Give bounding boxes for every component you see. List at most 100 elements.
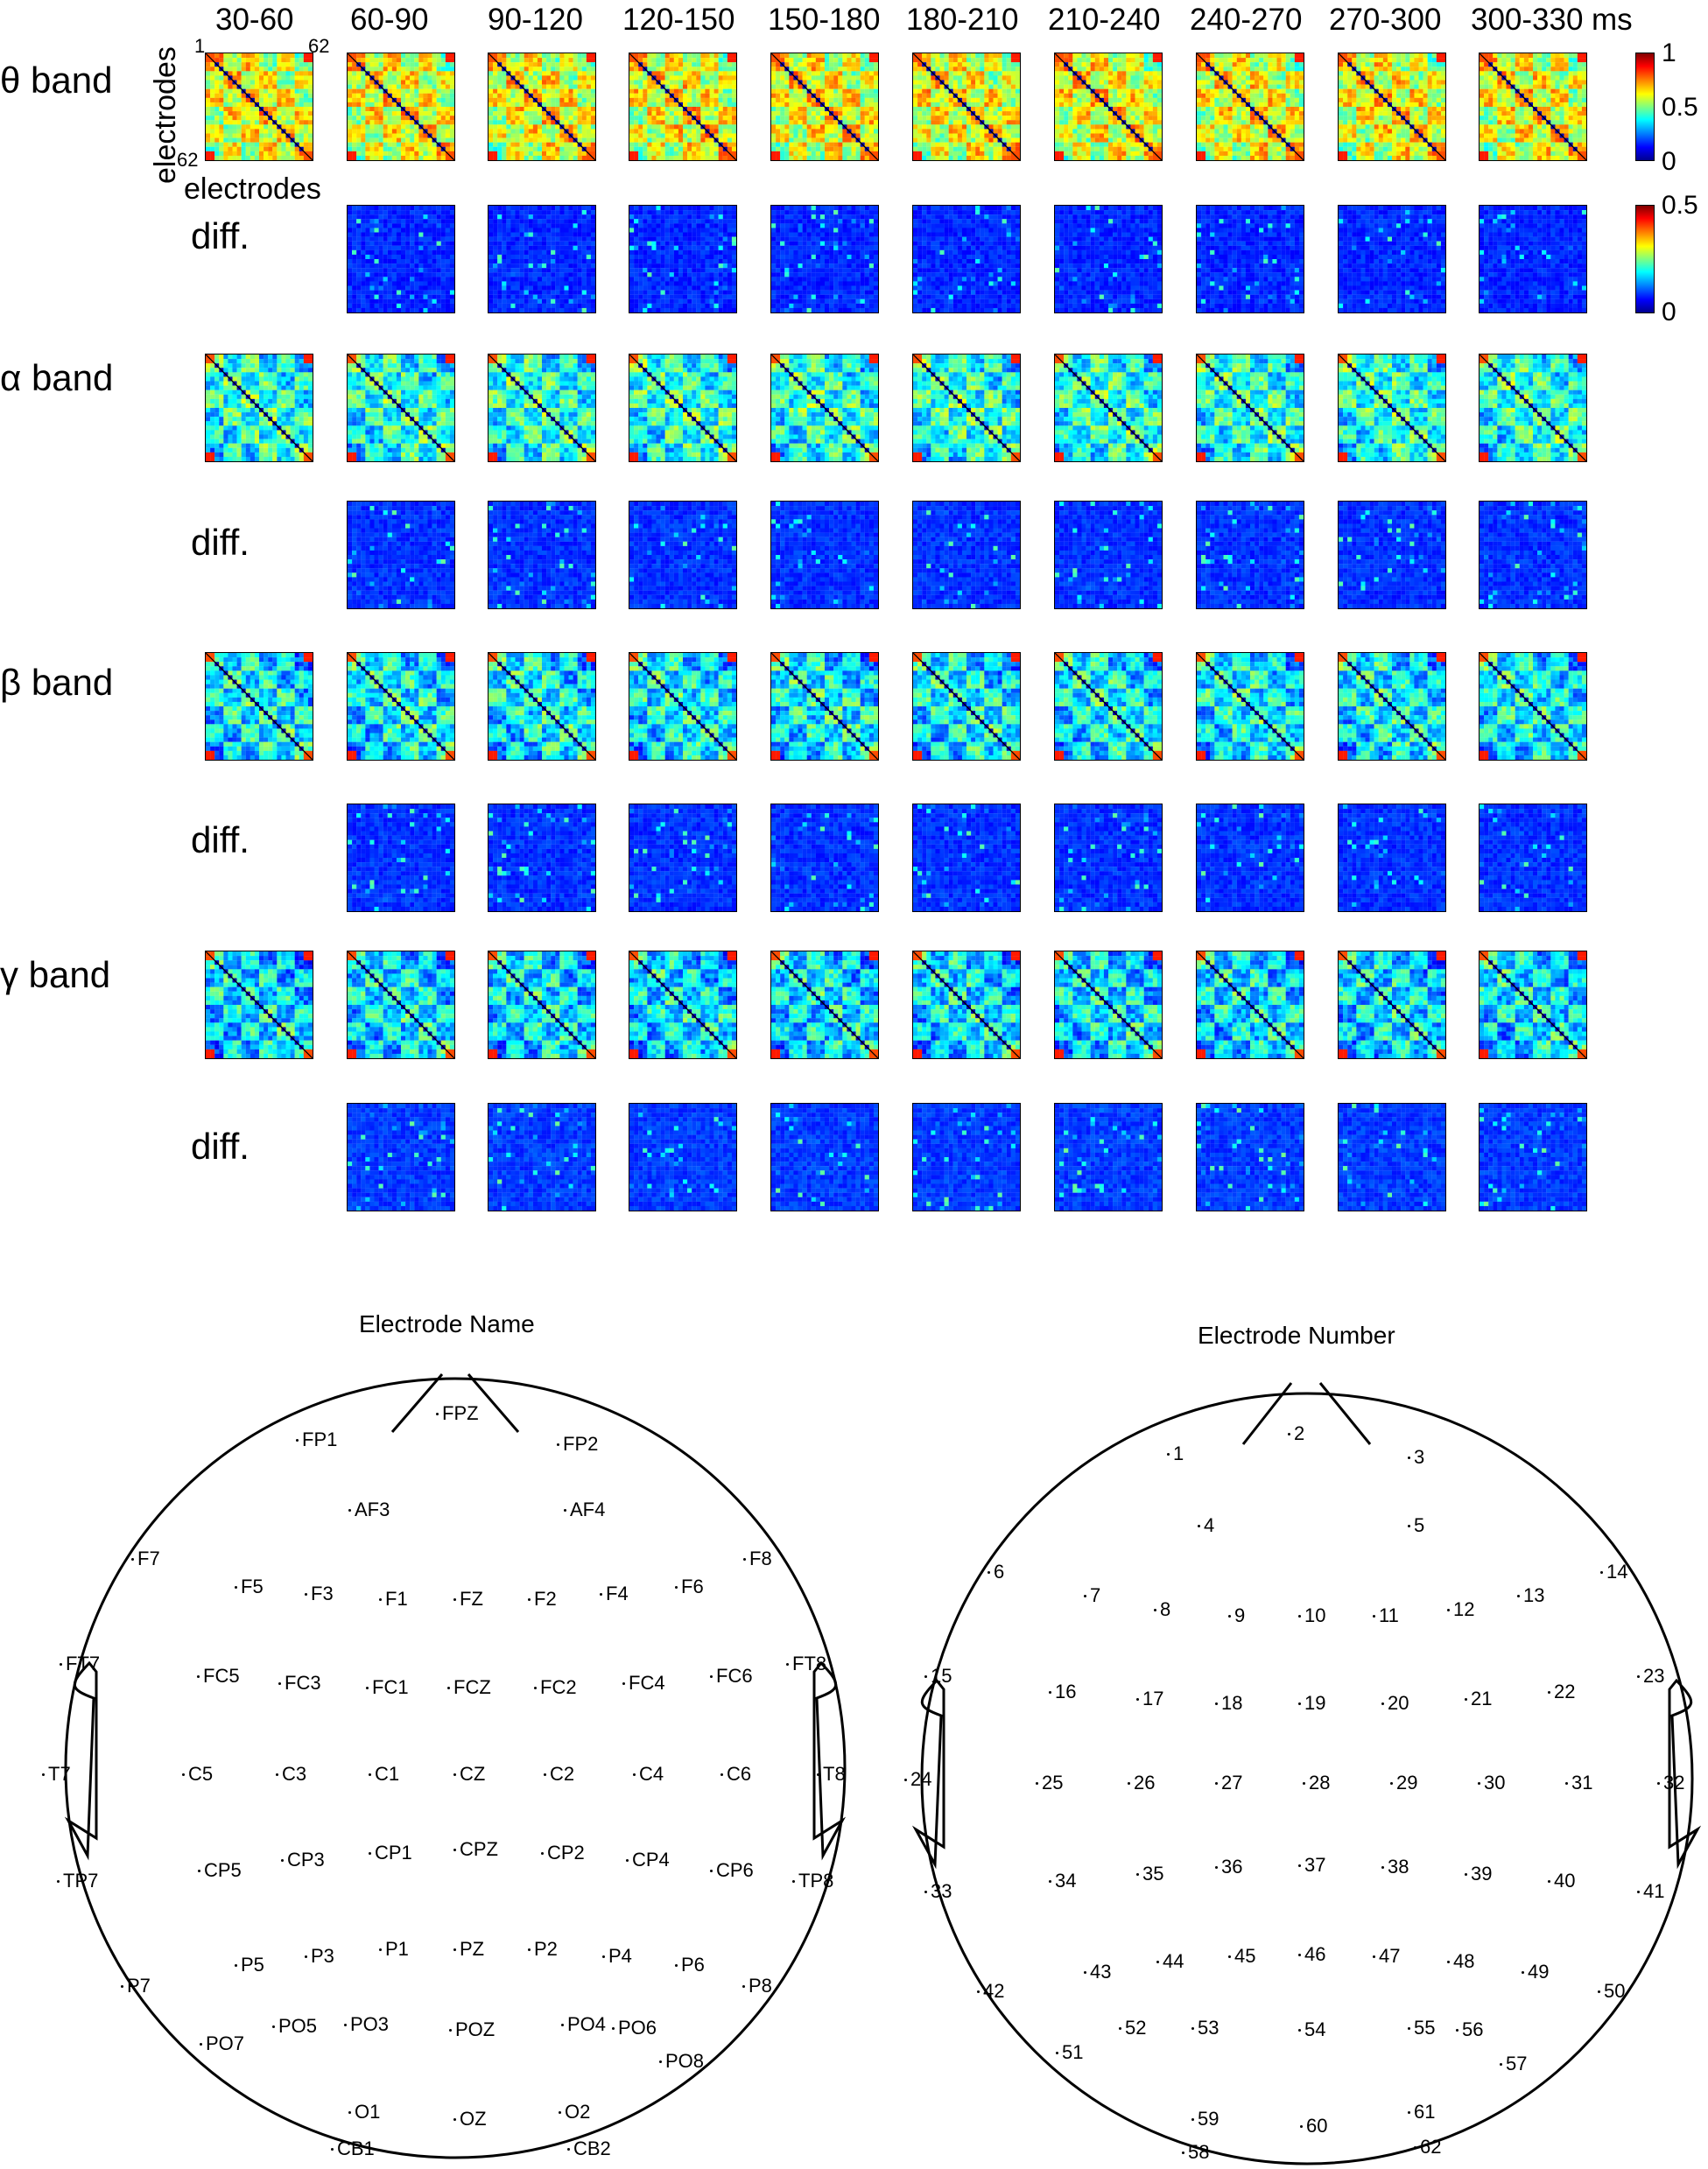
electrode-dot xyxy=(1119,2027,1121,2030)
connectivity-matrix xyxy=(1338,354,1446,462)
difference-matrix xyxy=(488,205,596,313)
electrode-label: 55 xyxy=(1414,2017,1435,2039)
electrode-label: CB2 xyxy=(573,2137,611,2160)
corner-label-last-x: 62 xyxy=(308,35,329,58)
electrode-dot xyxy=(1465,1698,1467,1701)
difference-matrix xyxy=(1338,804,1446,912)
electrode-dot xyxy=(1390,1782,1393,1785)
electrode-label: OZ xyxy=(460,2108,487,2130)
electrode-dot xyxy=(1565,1782,1568,1785)
electrode-dot xyxy=(977,1990,980,1993)
diff-row-label: diff. xyxy=(191,522,250,564)
electrode-label: 25 xyxy=(1042,1772,1063,1794)
electrode-dot xyxy=(366,1687,369,1689)
electrode-label: FP1 xyxy=(302,1428,337,1451)
electrode-label: 7 xyxy=(1090,1584,1100,1607)
electrode-dot xyxy=(379,1598,382,1601)
electrode-dot xyxy=(1288,1433,1290,1435)
electrode-dot xyxy=(1191,2118,1194,2121)
electrode-label: 4 xyxy=(1204,1514,1214,1537)
difference-matrix xyxy=(629,501,737,609)
connectivity-matrix xyxy=(1479,53,1587,161)
electrode-dot xyxy=(1600,1571,1603,1574)
electrode-label: 30 xyxy=(1484,1772,1505,1794)
electrode-label: CP1 xyxy=(375,1842,412,1864)
connectivity-matrix xyxy=(1054,951,1163,1059)
electrode-dot xyxy=(453,2118,456,2121)
electrode-label: 53 xyxy=(1198,2017,1219,2039)
electrode-label: 50 xyxy=(1604,1980,1625,2003)
electrode-label: C5 xyxy=(188,1763,213,1786)
electrode-label: 3 xyxy=(1414,1446,1424,1469)
time-window-header: 60-90 xyxy=(350,3,429,38)
difference-matrix xyxy=(1479,1103,1587,1211)
electrode-dot xyxy=(344,2024,347,2026)
electrode-dot xyxy=(675,1586,678,1589)
connectivity-matrix xyxy=(1054,354,1163,462)
electrode-dot xyxy=(348,2111,351,2114)
difference-matrix xyxy=(770,1103,879,1211)
difference-matrix xyxy=(1196,205,1304,313)
electrode-dot xyxy=(1381,1866,1384,1869)
electrode-dot xyxy=(453,1773,456,1776)
electrode-label: O2 xyxy=(565,2101,590,2123)
electrode-dot xyxy=(1084,1971,1086,1974)
difference-matrix xyxy=(1054,804,1163,912)
connectivity-matrix xyxy=(629,652,737,761)
electrode-label: 43 xyxy=(1090,1961,1111,1983)
electrode-label: F2 xyxy=(534,1588,557,1611)
difference-matrix xyxy=(1338,501,1446,609)
difference-matrix xyxy=(1338,1103,1446,1211)
electrode-label: 45 xyxy=(1234,1945,1255,1968)
electrode-label: FT7 xyxy=(66,1653,100,1675)
electrode-dot xyxy=(131,1558,134,1561)
electrode-dot xyxy=(1303,1782,1305,1785)
electrode-label: 6 xyxy=(994,1561,1004,1583)
electrode-dot xyxy=(1056,2052,1058,2054)
electrode-label: 54 xyxy=(1304,2018,1325,2041)
electrode-label: 62 xyxy=(1420,2136,1441,2158)
electrode-label: C1 xyxy=(375,1763,399,1786)
electrode-dot xyxy=(348,1509,351,1512)
electrode-dot xyxy=(1381,1702,1384,1705)
electrode-label: 18 xyxy=(1221,1692,1242,1715)
colorbar-band xyxy=(1635,53,1655,161)
electrode-label: 49 xyxy=(1528,1961,1549,1983)
electrode-dot xyxy=(57,1880,60,1883)
electrode-dot xyxy=(1049,1691,1051,1694)
electrode-label: 16 xyxy=(1055,1681,1076,1703)
electrode-label: FT8 xyxy=(792,1653,826,1675)
connectivity-matrix xyxy=(912,652,1021,761)
connectivity-matrix xyxy=(1196,53,1304,161)
electrode-dot xyxy=(278,1682,281,1685)
electrode-label: F4 xyxy=(606,1583,629,1605)
electrode-dot xyxy=(369,1773,371,1776)
electrode-dot xyxy=(197,1675,200,1678)
electrode-dot xyxy=(1215,1866,1218,1869)
electrode-label: F5 xyxy=(241,1576,264,1598)
electrode-dot xyxy=(449,2029,452,2032)
electrode-label: 47 xyxy=(1379,1945,1400,1968)
colorbar-band-tick-min: 0 xyxy=(1662,147,1676,177)
electrode-label: 26 xyxy=(1134,1772,1155,1794)
connectivity-matrix xyxy=(1054,652,1163,761)
colorbar-diff xyxy=(1635,205,1655,313)
electrode-label: FPZ xyxy=(442,1402,479,1425)
connectivity-matrix xyxy=(205,53,313,161)
band-row-label: β band xyxy=(0,662,113,704)
electrode-label: F6 xyxy=(681,1576,704,1598)
electrode-label: PO4 xyxy=(567,2013,606,2036)
colorbar-band-tick-max: 1 xyxy=(1662,39,1676,68)
electrode-dot xyxy=(710,1870,713,1872)
electrode-dot xyxy=(447,1687,450,1689)
electrode-label: PO8 xyxy=(665,2050,704,2073)
electrode-label: 2 xyxy=(1294,1422,1304,1445)
electrode-dot xyxy=(121,1985,123,1988)
electrode-label: 5 xyxy=(1414,1514,1424,1537)
band-row-label: θ band xyxy=(0,60,112,102)
band-row-label: γ band xyxy=(0,954,110,996)
electrode-label: FP2 xyxy=(563,1433,598,1456)
electrode-dot xyxy=(626,1859,629,1862)
electrode-dot xyxy=(541,1852,544,1855)
electrode-dot xyxy=(1408,1525,1410,1527)
